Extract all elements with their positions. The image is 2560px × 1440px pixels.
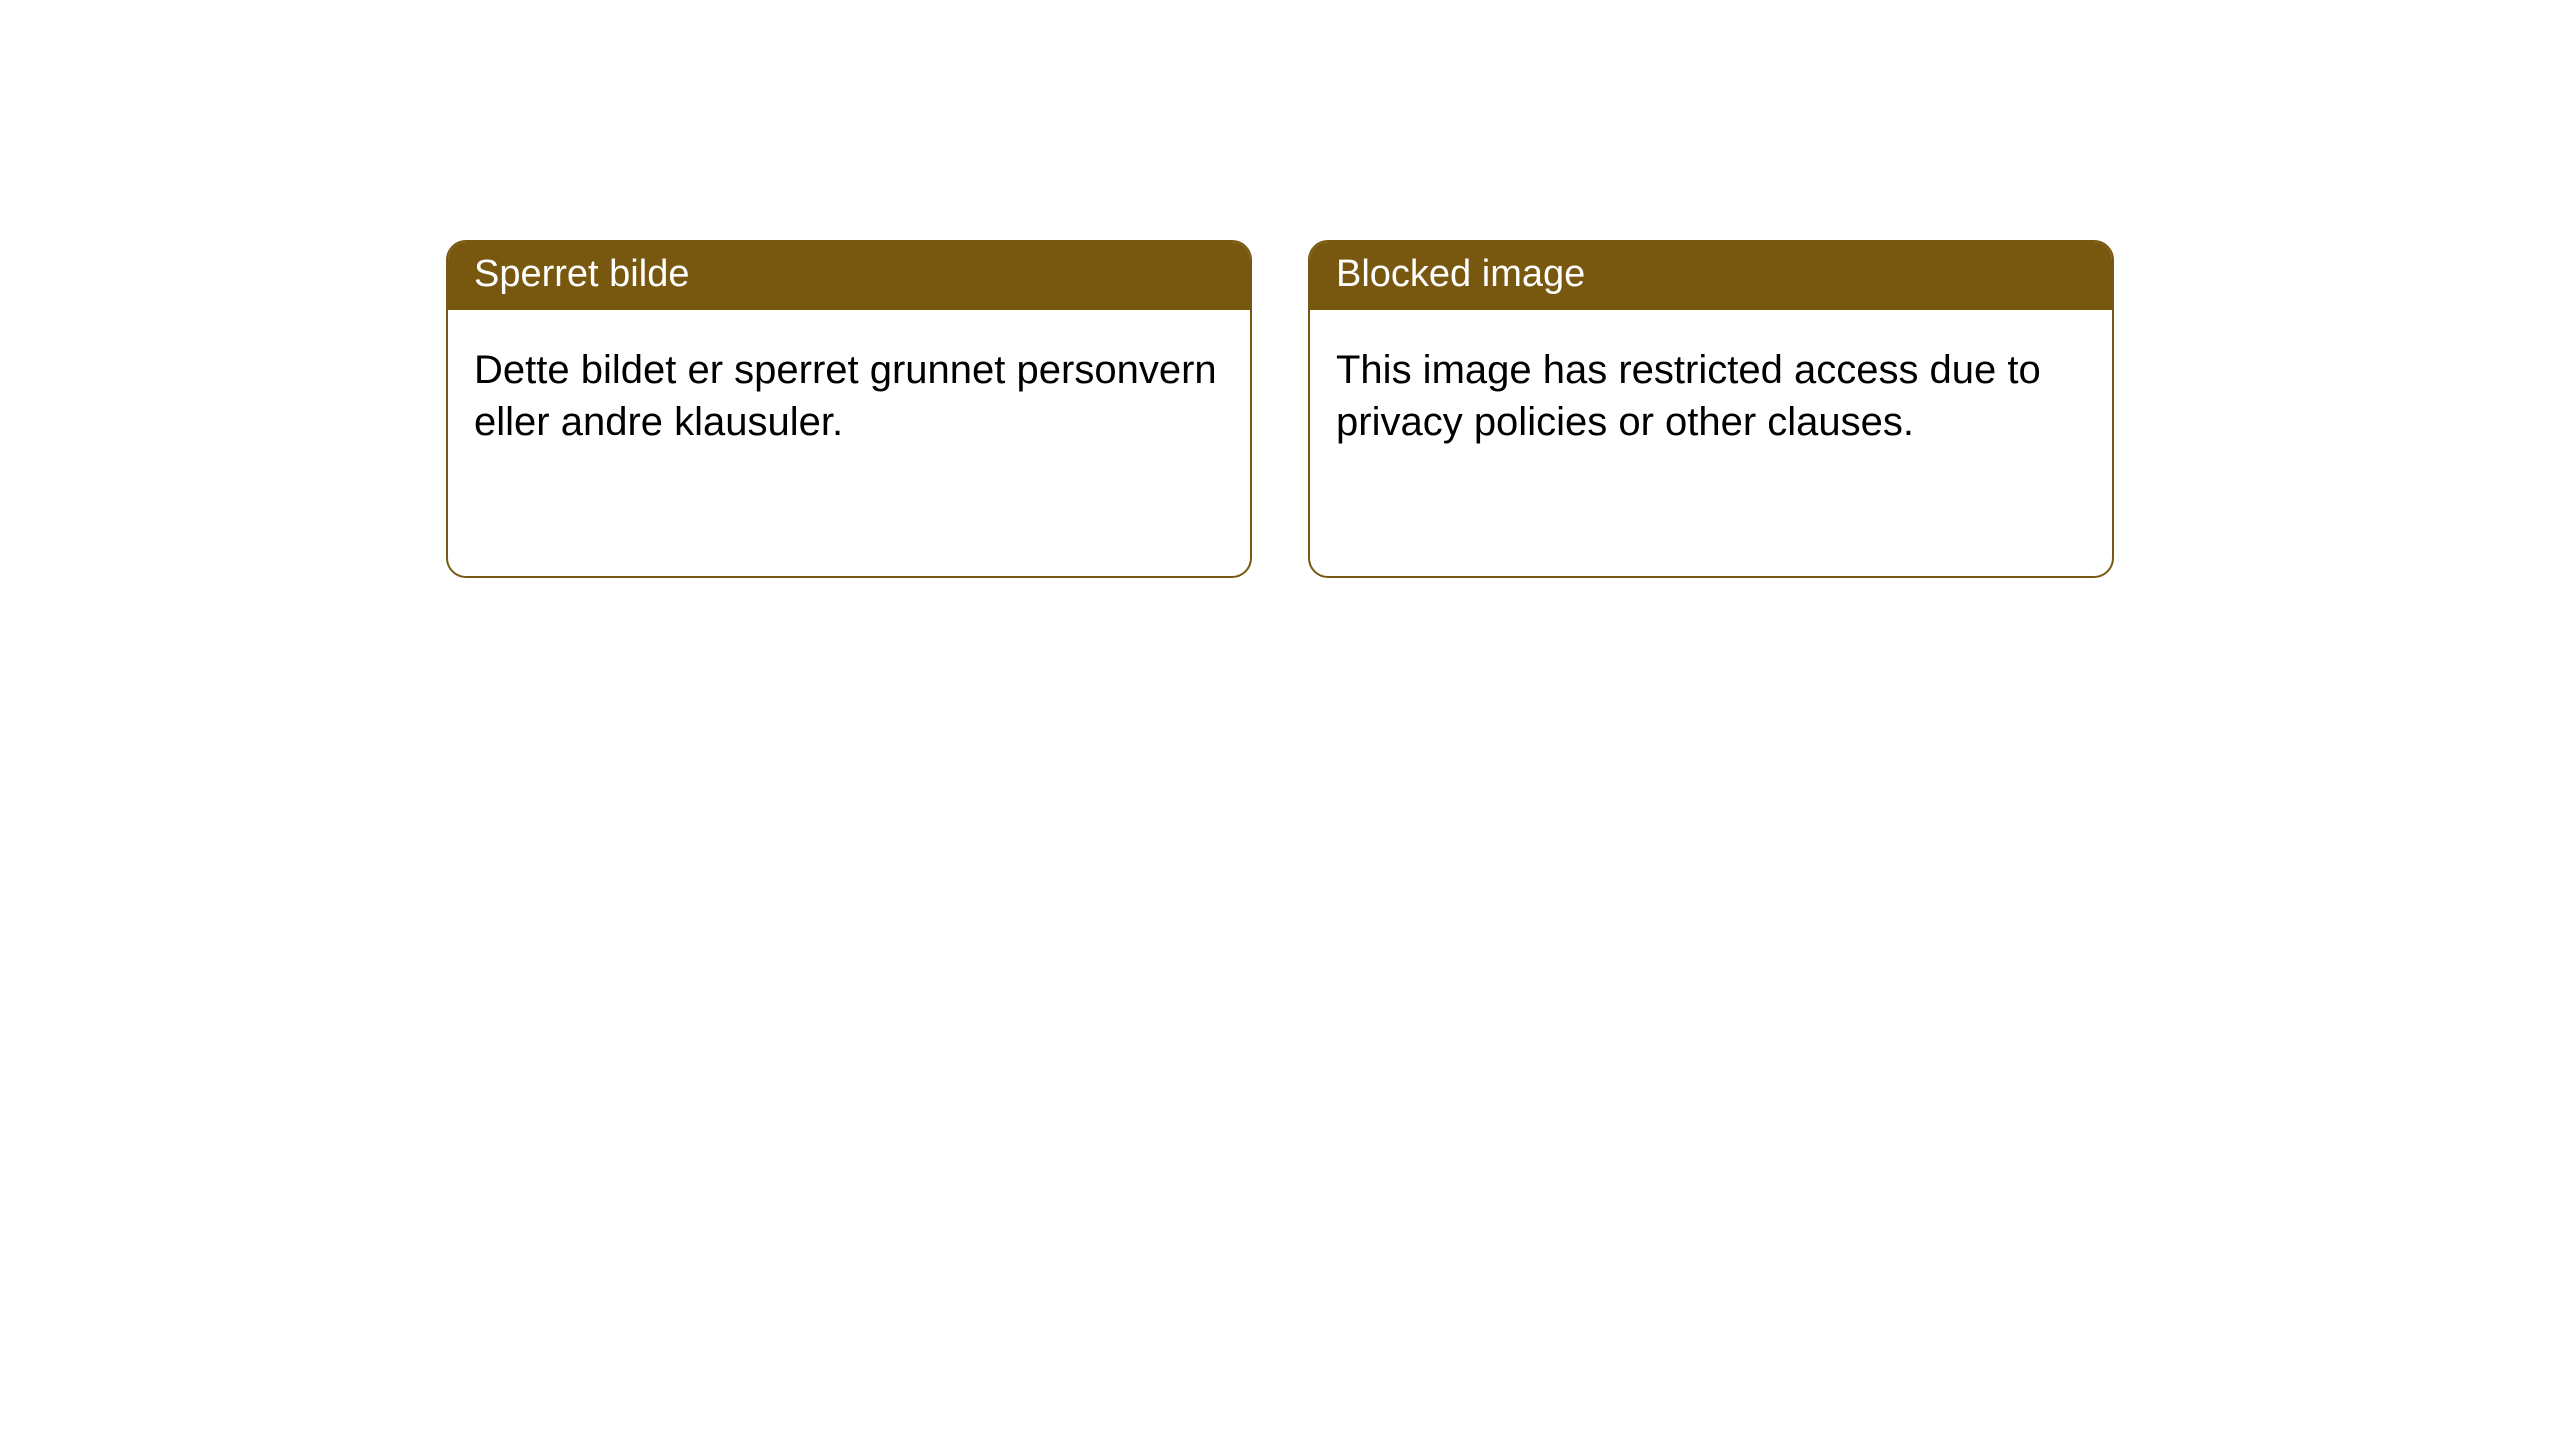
notice-card-norwegic: Sperret bilde Dette bildet er sperret gr… — [446, 240, 1252, 578]
notice-container: Sperret bilde Dette bildet er sperret gr… — [0, 0, 2560, 578]
notice-title-norwegian: Sperret bilde — [448, 242, 1250, 310]
notice-title-english: Blocked image — [1310, 242, 2112, 310]
notice-card-english: Blocked image This image has restricted … — [1308, 240, 2114, 578]
notice-body-norwegian: Dette bildet er sperret grunnet personve… — [448, 310, 1250, 482]
notice-body-english: This image has restricted access due to … — [1310, 310, 2112, 482]
